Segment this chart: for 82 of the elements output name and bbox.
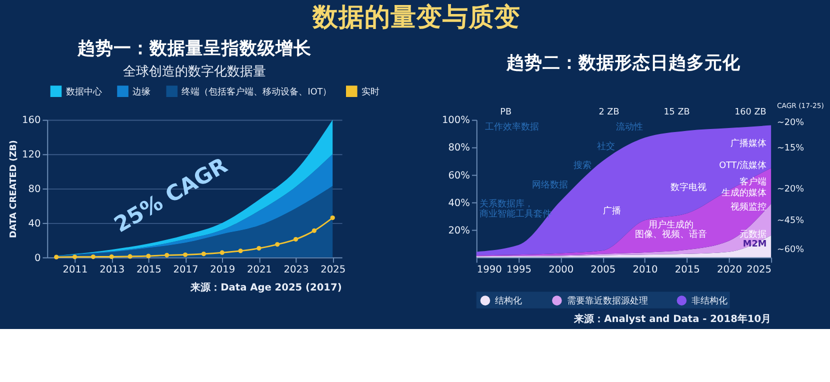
annotation: 数字电视 <box>670 182 707 194</box>
annotation: 生成的媒体 <box>722 188 767 199</box>
annotation: 网络数据 <box>532 179 568 190</box>
x-tick-label: 1990 <box>476 264 502 276</box>
x-tick-label: 2020 <box>716 264 742 276</box>
x-tick-label: 2025 <box>746 264 772 276</box>
text: 160 ZB <box>734 108 766 118</box>
text: 数据的量变与质变 <box>311 2 520 33</box>
y-tick-label: 40 <box>28 218 41 230</box>
annotation: 视频监控 <box>730 201 767 212</box>
x-tick-label: 2015 <box>136 264 162 276</box>
text: ~15% <box>776 143 804 154</box>
y-tick-label: 0 <box>34 252 41 264</box>
x-tick-label: 1995 <box>506 264 532 276</box>
annotation: 搜索 <box>573 160 592 172</box>
y-tick-label: 20% <box>448 225 470 236</box>
legend-label: 非结构化 <box>692 295 728 306</box>
legend-label: 需要靠近数据源处理 <box>566 295 648 306</box>
text: 15 ZB <box>664 108 690 118</box>
x-tick-label: 2013 <box>100 264 125 276</box>
x-tick-label: 2015 <box>674 264 700 276</box>
annotation: 工作效率数据 <box>484 122 539 133</box>
point <box>128 254 132 259</box>
y-tick-label: 100% <box>442 115 470 126</box>
annotation: 广播 <box>602 206 621 217</box>
x-tick-label: 2000 <box>548 264 574 276</box>
y-axis-title: DATA CREATED (ZB) <box>9 140 20 238</box>
legend-label: 数据中心 <box>66 86 102 98</box>
point <box>164 252 170 258</box>
y-tick-label: 60% <box>448 170 470 182</box>
y-tick-label: 80% <box>448 142 470 154</box>
point <box>220 250 224 255</box>
point <box>182 252 188 258</box>
text: 2 ZB <box>598 108 620 118</box>
text: PB <box>500 108 512 118</box>
y-tick-label: 120 <box>22 150 41 161</box>
annotation: M2M <box>742 240 767 250</box>
point <box>72 254 78 260</box>
point <box>201 252 206 256</box>
point <box>256 246 262 251</box>
annotation: 流动性 <box>616 122 644 133</box>
point <box>109 254 114 260</box>
point <box>312 228 316 233</box>
annotation: 广播媒体 <box>730 138 767 150</box>
annotation: 客户端 <box>740 176 767 188</box>
x-tick-label: 2025 <box>320 264 346 276</box>
x-tick-label: 2010 <box>632 264 658 276</box>
chart-subtitle: 全球创造的数字化数据量 <box>122 64 266 80</box>
legend-label: 结构化 <box>495 295 522 306</box>
y-tick-label: 40% <box>448 198 470 209</box>
x-tick-label: 2011 <box>62 264 88 276</box>
point <box>54 254 59 260</box>
annotation: 社交 <box>597 140 616 152</box>
annotation: 图像、视频、语音 <box>634 228 707 240</box>
point <box>293 236 298 242</box>
point <box>146 254 151 258</box>
chart-title: 趋势一：数据量呈指数级增长 <box>76 38 312 59</box>
legend-label: 边缘 <box>132 86 151 98</box>
annotation: OTT/流媒体 <box>719 160 767 172</box>
x-tick-label: 2017 <box>173 264 198 276</box>
legend-label: 终端（包括客户端、移动设备、IOT） <box>182 86 332 98</box>
point <box>330 215 335 220</box>
point <box>275 242 280 247</box>
x-tick-label: 2005 <box>590 264 616 276</box>
legend-label: 实时 <box>361 86 380 98</box>
text: ~20% <box>776 184 804 195</box>
text: ~45% <box>776 216 804 226</box>
text: ~60% <box>776 245 804 256</box>
annotation: 关系数据库， <box>479 198 534 210</box>
source-note: 来源：Data Age 2025 (2017) <box>190 282 342 294</box>
y-tick-label: 80 <box>28 184 41 196</box>
y-tick-label: 160 <box>22 115 41 126</box>
chart-title: 趋势二：数据形态日趋多元化 <box>506 52 742 74</box>
x-tick-label: 2023 <box>284 264 309 276</box>
text: ~20% <box>776 118 804 128</box>
annotation: 元数据 <box>740 228 767 240</box>
point <box>90 254 96 260</box>
x-tick-label: 2021 <box>246 264 272 276</box>
point <box>238 248 243 254</box>
x-tick-label: 2019 <box>210 264 236 276</box>
source-note: 来源：Analyst and Data - 2018年10月 <box>573 313 772 326</box>
annotation: 用户生成的 <box>648 219 694 230</box>
